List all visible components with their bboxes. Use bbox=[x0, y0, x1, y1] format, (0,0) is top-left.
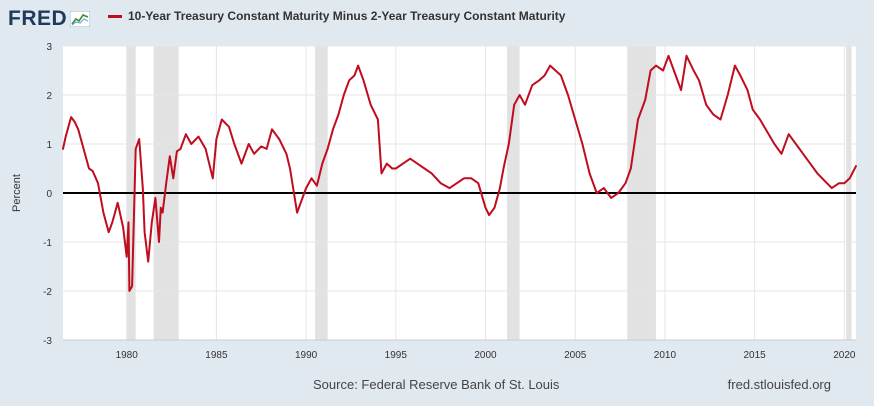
series-line bbox=[62, 54, 857, 292]
x-tick-label: 2005 bbox=[564, 350, 587, 361]
plot-area: -3 -2 -1 0 1 2 3 1980 1985 1990 1995 2000 2005 2010 20… bbox=[43, 42, 857, 361]
y-axis-label: Percent bbox=[11, 174, 23, 212]
x-tick-label: 1995 bbox=[385, 350, 408, 361]
y-tick-label: -3 bbox=[43, 336, 52, 347]
legend-swatch bbox=[108, 14, 122, 18]
chart-header: FRED 10-Year Treasury Constant Maturity … bbox=[0, 0, 874, 36]
x-tick-label: 2010 bbox=[654, 350, 677, 361]
x-tick-label: 1985 bbox=[205, 350, 228, 361]
y-tick-label: 1 bbox=[46, 140, 52, 151]
site-link[interactable]: fred.stlouisfed.org bbox=[727, 377, 831, 392]
y-tick-label: -1 bbox=[43, 238, 52, 249]
y-tick-label: -2 bbox=[43, 287, 52, 298]
fred-chart-icon bbox=[70, 11, 91, 27]
y-tick-label: 0 bbox=[46, 189, 52, 200]
chart-footer: Source: Federal Reserve Bank of St. Loui… bbox=[0, 376, 874, 398]
source-note: Source: Federal Reserve Bank of St. Loui… bbox=[313, 377, 560, 392]
fred-logo-text: FRED bbox=[8, 7, 68, 30]
y-tick-label: 3 bbox=[46, 42, 52, 53]
chart-legend: 10-Year Treasury Constant Maturity Minus… bbox=[108, 9, 565, 23]
y-tick-label: 2 bbox=[46, 91, 52, 102]
x-tick-label: 2000 bbox=[474, 350, 497, 361]
x-tick-label: 1980 bbox=[116, 350, 139, 361]
legend-label: 10-Year Treasury Constant Maturity Minus… bbox=[128, 9, 566, 23]
x-tick-label: 2015 bbox=[744, 350, 767, 361]
x-tick-label: 1990 bbox=[295, 350, 318, 361]
line-chart: -3 -2 -1 0 1 2 3 1980 1985 1990 1995 2000 2005 2010 20… bbox=[0, 36, 874, 376]
fred-logo[interactable]: FRED bbox=[8, 6, 91, 32]
x-tick-label: 2020 bbox=[833, 350, 856, 361]
